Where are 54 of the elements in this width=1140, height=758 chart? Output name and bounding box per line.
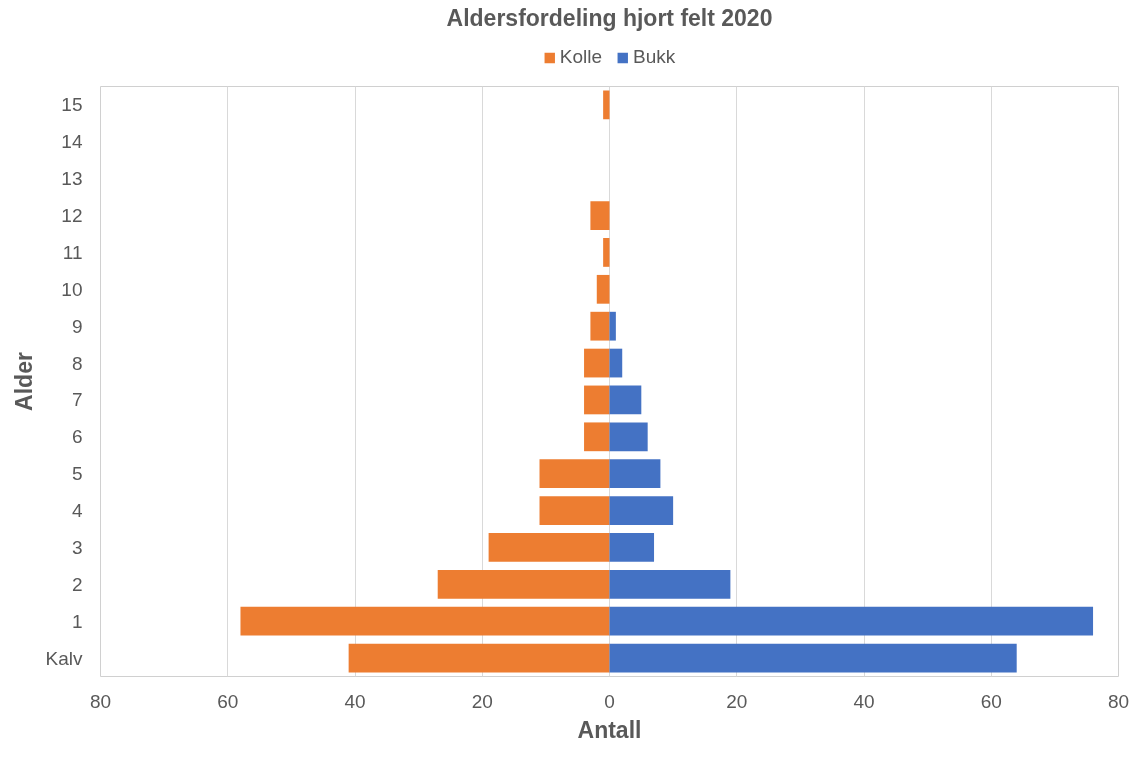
- x-tick-label: 80: [89, 690, 112, 712]
- x-tick-label: 80: [1107, 690, 1130, 712]
- y-tick-label: 12: [61, 205, 83, 227]
- bar: [539, 496, 610, 525]
- bar: [609, 348, 623, 378]
- y-tick-label: 9: [71, 315, 83, 337]
- bar: [603, 90, 610, 120]
- x-axis-title: Antall: [577, 716, 642, 743]
- bar: [609, 422, 648, 452]
- y-tick-label: 10: [61, 278, 83, 300]
- x-tick-label: 40: [344, 690, 366, 712]
- bar: [539, 459, 610, 489]
- y-tick-label: 4: [71, 500, 83, 522]
- bar: [240, 606, 610, 636]
- bar: [584, 385, 610, 415]
- x-tick-label: 40: [853, 690, 875, 712]
- bar: [437, 569, 610, 599]
- x-tick-label: 0: [604, 690, 615, 712]
- x-tick-label: 60: [217, 690, 239, 712]
- bar: [609, 496, 674, 525]
- bar: [609, 643, 1017, 673]
- y-tick-label: 11: [62, 241, 83, 263]
- y-tick-label: 6: [71, 426, 83, 448]
- bar: [609, 311, 616, 341]
- bar: [609, 533, 655, 562]
- bar: [584, 348, 610, 378]
- y-tick-label: Kalv: [45, 647, 83, 669]
- chart-title: Aldersfordeling hjort felt 2020: [446, 4, 773, 31]
- y-tick-label: 13: [61, 168, 83, 190]
- y-tick-label: 15: [61, 94, 83, 116]
- x-tick-label: 60: [980, 690, 1002, 712]
- bar: [609, 569, 731, 599]
- bar: [590, 201, 610, 230]
- bar: [609, 385, 642, 415]
- y-tick-label: 5: [71, 463, 83, 485]
- bar: [590, 311, 610, 341]
- y-tick-label: 2: [71, 573, 83, 595]
- y-tick-label: 8: [71, 352, 83, 374]
- bar: [488, 533, 610, 562]
- y-tick-label: 3: [71, 536, 83, 558]
- bar: [596, 274, 610, 304]
- y-tick-label: 1: [71, 610, 83, 632]
- bar: [603, 238, 610, 267]
- x-tick-label: 20: [726, 690, 748, 712]
- y-axis-title: Alder: [10, 352, 37, 411]
- legend-label: Bukk: [633, 46, 676, 68]
- x-tick-label: 20: [471, 690, 493, 712]
- bar: [584, 422, 610, 452]
- bar: [609, 606, 1094, 636]
- y-tick-label: 7: [71, 389, 83, 411]
- bar: [609, 459, 661, 489]
- bar: [348, 643, 610, 673]
- y-tick-label: 14: [61, 131, 83, 153]
- legend-label: Kolle: [559, 46, 602, 68]
